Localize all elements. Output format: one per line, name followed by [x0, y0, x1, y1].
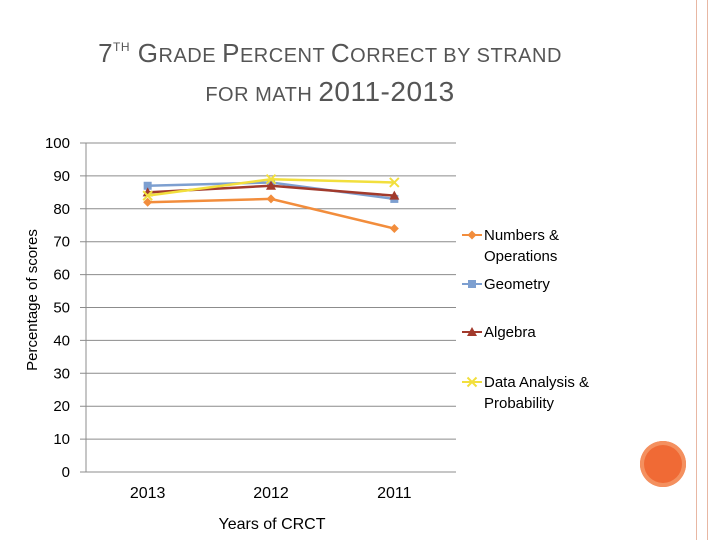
data-point-diamond [467, 230, 477, 240]
y-tick-label: 80 [53, 201, 70, 218]
title-segment: C [330, 38, 351, 68]
data-point-diamond [266, 194, 276, 204]
y-tick-label: 10 [53, 431, 70, 448]
data-point-x [142, 190, 153, 201]
y-tick-label: 30 [53, 365, 70, 382]
legend: Numbers & Operations Geometry Algebra Data A… [462, 227, 589, 412]
title-segment: ORRECT BY STRAND [350, 45, 562, 67]
title-segment: RADE [158, 45, 223, 67]
data-point-triangle [266, 180, 276, 190]
title-segment: ERCENT [239, 45, 331, 67]
x-tick-label: 2011 [377, 485, 412, 502]
y-tick-label: 70 [53, 234, 70, 251]
title-segment: 7 [98, 38, 114, 68]
x-tick-label: 2013 [130, 485, 166, 502]
title-segment: 2011-2013 [318, 76, 455, 107]
x-stroke [265, 173, 277, 185]
legend-item: Data Analysis & Probability [462, 374, 589, 412]
frame-line-right [707, 0, 708, 540]
legend-label-line: Algebra [484, 324, 536, 341]
x-stroke [466, 376, 478, 388]
y-axis-label: Percentage of scores [24, 229, 41, 371]
title-segment: TH [113, 40, 131, 54]
legend-label-line: Geometry [484, 276, 550, 293]
x-tick-labels: 2013 2012 2011 [130, 485, 412, 502]
y-tick-label: 100 [45, 135, 70, 152]
y-tick-label: 60 [53, 267, 70, 284]
gridlines [80, 142, 456, 473]
decorative-circle [640, 441, 686, 487]
legend-label: Numbers & Operations [484, 227, 559, 265]
legend-label: Data Analysis & Probability [484, 374, 589, 412]
legend-item: Numbers & Operations [462, 227, 559, 265]
y-tick-labels: 0 10 20 30 40 50 60 70 80 90 100 [45, 135, 70, 481]
legend-label-line: Numbers & [484, 227, 559, 244]
x-stroke [389, 177, 400, 188]
legend-item: Geometry [462, 276, 550, 293]
y-tick-label: 0 [62, 464, 70, 481]
data-point-square [468, 280, 476, 288]
y-tick-label: 90 [53, 168, 70, 185]
y-tick-label: 20 [53, 398, 70, 415]
x-axis-label: Years of CRCT [219, 516, 326, 533]
series-lines [142, 173, 400, 234]
slide-title-line-1: 7TH GRADE PERCENT CORRECT BY STRAND [0, 38, 660, 69]
data-point-square [143, 181, 152, 190]
legend-label-line: Data Analysis & [484, 374, 589, 391]
title-segment: G [130, 38, 159, 68]
data-point-triangle [467, 327, 477, 336]
data-point-diamond [389, 224, 399, 234]
data-point-x [389, 177, 400, 188]
data-point-x [265, 173, 277, 185]
x-tick-label: 2012 [253, 485, 289, 502]
data-point-x [466, 376, 478, 388]
legend-label-line: Probability [484, 395, 555, 412]
y-tick-label: 50 [53, 300, 70, 317]
legend-label: Algebra [484, 324, 536, 341]
data-point-triangle [389, 190, 400, 200]
title-segment: P [222, 38, 240, 68]
x-stroke [142, 190, 153, 201]
legend-label-line: Operations [484, 248, 557, 265]
slide-title-line-2: FOR MATH 2011-2013 [0, 76, 660, 108]
frame-line-left [696, 0, 697, 540]
legend-label: Geometry [484, 276, 550, 293]
legend-item: Algebra [462, 324, 536, 341]
title-segment: FOR MATH [205, 84, 319, 106]
data-point-diamond [143, 197, 153, 207]
y-tick-label: 40 [53, 332, 70, 349]
